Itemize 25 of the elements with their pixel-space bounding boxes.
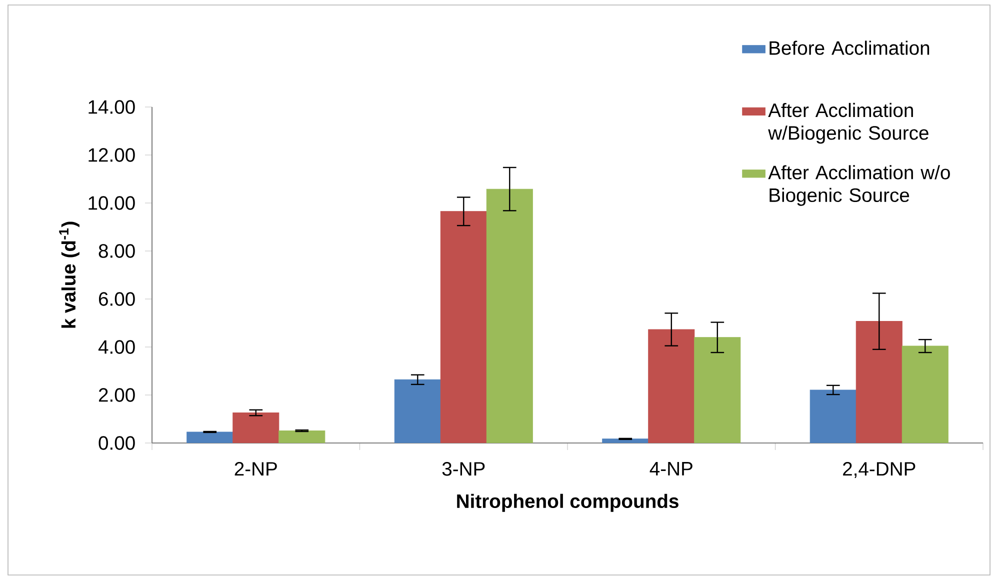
y-tick-label: 10.00 bbox=[88, 196, 135, 210]
x-tick-label: 3-NP bbox=[442, 462, 485, 476]
legend-label: After Acclimation w/Biogenic Source bbox=[768, 102, 928, 144]
y-tick-label: 8.00 bbox=[98, 244, 135, 258]
y-tick-label: 6.00 bbox=[98, 292, 135, 306]
bar bbox=[694, 337, 741, 443]
bar bbox=[602, 438, 649, 443]
y-axis-title: k value (d$^{-1}$) bbox=[59, 222, 80, 328]
x-tick-label: 4-NP bbox=[650, 462, 692, 476]
legend-label: After Acclimation w/o Biogenic Source bbox=[768, 165, 950, 206]
y-tick-label: 0.00 bbox=[98, 436, 135, 450]
bar bbox=[278, 430, 326, 443]
bar bbox=[902, 346, 948, 443]
bar bbox=[486, 188, 533, 443]
y-tick-label: 2.00 bbox=[98, 388, 135, 402]
y-tick-label: 14.00 bbox=[88, 100, 135, 114]
x-axis-title: Nitrophenol compounds bbox=[457, 494, 678, 512]
bar bbox=[186, 432, 234, 443]
x-tick-label: 2-NP bbox=[234, 462, 277, 476]
y-tick-label: 12.00 bbox=[88, 148, 135, 162]
y-tick-label: 4.00 bbox=[98, 340, 135, 354]
bar bbox=[810, 390, 856, 443]
legend-label: Before Acclimation bbox=[770, 40, 930, 55]
x-tick-label: 2,4-DNP bbox=[843, 462, 916, 478]
bar bbox=[394, 379, 441, 443]
